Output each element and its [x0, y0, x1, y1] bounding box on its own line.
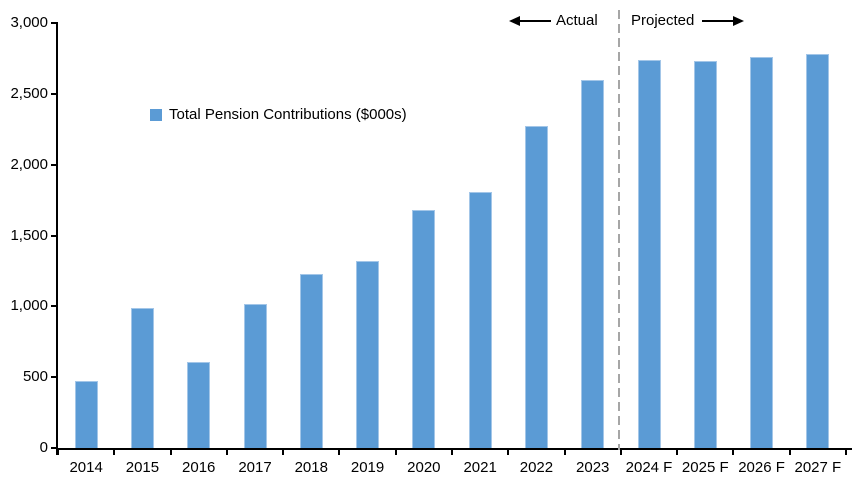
x-tick-mark	[676, 448, 679, 455]
bar-2021	[468, 191, 492, 448]
bar-2023	[581, 79, 605, 448]
x-tick-mark	[563, 448, 566, 455]
bar-2020	[412, 210, 436, 448]
x-tick-label-2017: 2017	[238, 459, 272, 476]
x-tick-mark	[732, 448, 735, 455]
x-tick-label-2022: 2022	[519, 459, 554, 476]
bar-2027-f	[806, 54, 830, 448]
x-tick-mark	[225, 448, 228, 455]
x-tick-label-2025-f: 2025 F	[681, 459, 729, 476]
y-tick-mark	[51, 234, 57, 237]
bar-2016	[187, 361, 211, 448]
legend-label: Total Pension Contributions ($000s)	[169, 106, 407, 123]
y-tick-mark	[51, 163, 57, 166]
legend-square-icon	[150, 109, 162, 121]
bar-2015	[130, 307, 154, 448]
y-tick-mark	[51, 305, 57, 308]
x-tick-label-2026-f: 2026 F	[738, 459, 785, 476]
bar-2022	[524, 126, 548, 448]
x-tick-mark	[451, 448, 453, 455]
x-tick-label-2016: 2016	[182, 459, 216, 476]
x-tick-mark	[57, 448, 59, 455]
projected-arrow-right-icon	[702, 16, 744, 26]
x-tick-label-2015: 2015	[125, 459, 160, 476]
x-tick-label-2020: 2020	[407, 459, 441, 476]
y-tick-label: 500	[22, 368, 48, 386]
y-tick-mark	[51, 447, 57, 449]
y-tick-label: 3,000	[10, 14, 48, 31]
bar-2017	[243, 303, 267, 448]
actual-arrow-left-icon	[509, 16, 551, 26]
x-tick-mark	[507, 448, 510, 455]
x-axis-line	[56, 448, 852, 450]
bar-2018	[299, 273, 323, 448]
y-tick-label: 1,500	[10, 226, 48, 244]
y-tick-label: 2,500	[10, 84, 48, 102]
y-axis-line	[56, 22, 58, 455]
bar-2025-f	[693, 61, 717, 448]
actual-projected-divider-line	[618, 10, 620, 450]
x-tick-label-2019: 2019	[350, 459, 385, 476]
bar-2026-f	[750, 57, 774, 448]
x-tick-label-2027-f: 2027 F	[794, 459, 842, 476]
y-tick-label: 2,000	[10, 155, 48, 173]
x-tick-label-2021: 2021	[463, 459, 497, 476]
x-tick-mark	[169, 448, 172, 455]
x-tick-mark	[113, 448, 116, 455]
bar-2019	[356, 261, 380, 448]
x-tick-mark	[619, 448, 622, 455]
legend: Total Pension Contributions ($000s)	[150, 106, 407, 124]
bar-2024-f	[637, 59, 661, 448]
x-tick-label-2023: 2023	[576, 459, 610, 476]
y-tick-label: 1,000	[10, 297, 48, 315]
x-tick-mark	[394, 448, 397, 455]
y-tick-mark	[51, 92, 57, 95]
x-tick-label-2014: 2014	[69, 459, 103, 476]
x-tick-mark	[282, 448, 285, 455]
projected-label: Projected	[631, 12, 695, 29]
y-tick-mark	[51, 376, 57, 379]
y-tick-mark	[51, 22, 57, 24]
actual-label: Actual	[556, 12, 598, 29]
bar-2014	[74, 381, 98, 448]
y-tick-label: 0	[39, 439, 48, 456]
x-tick-mark	[788, 448, 791, 455]
x-tick-mark	[845, 448, 847, 455]
x-tick-label-2018: 2018	[294, 459, 328, 476]
x-tick-label-2024-f: 2024 F	[625, 459, 673, 476]
x-tick-mark	[338, 448, 341, 455]
